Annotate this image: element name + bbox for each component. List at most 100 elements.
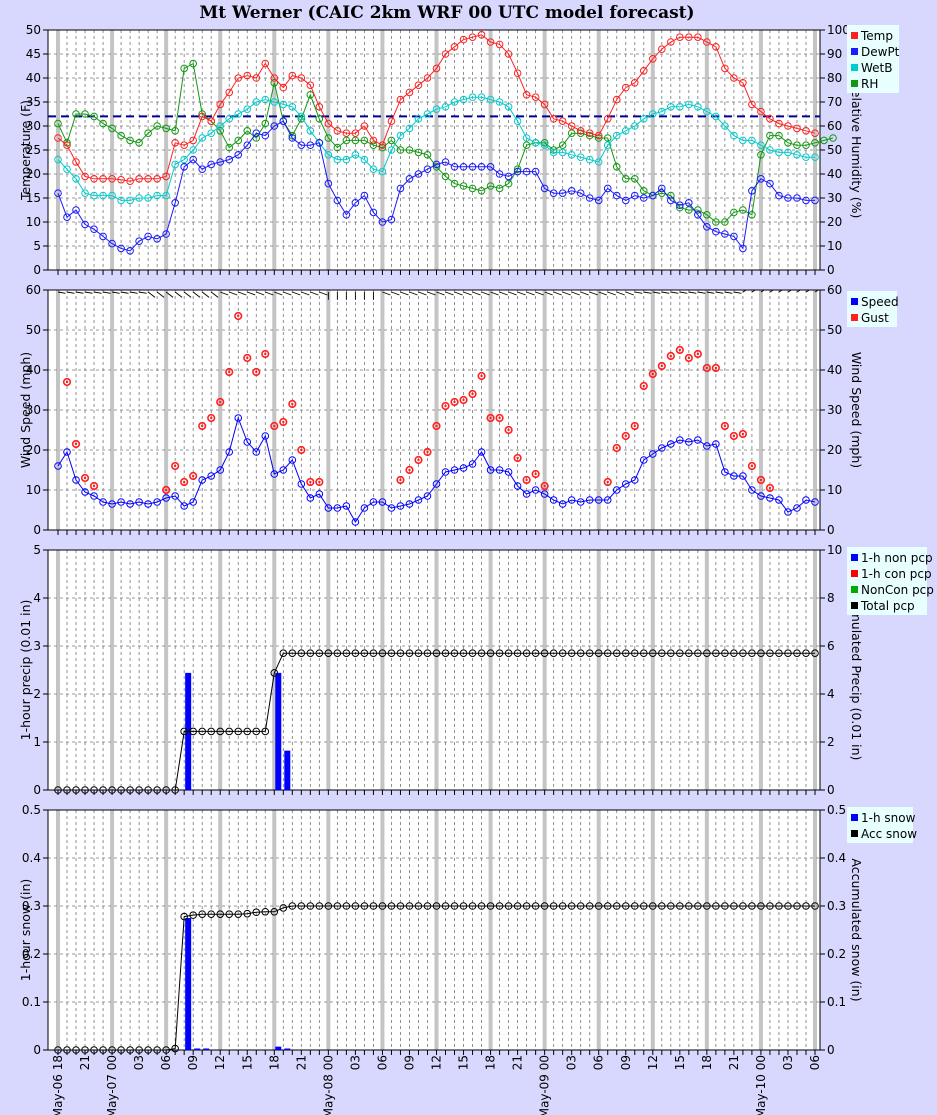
series-acc-snow-point: [531, 902, 540, 910]
six-hour-grid-band: [434, 810, 439, 1050]
series-wetb-point: [504, 103, 513, 111]
series-total-pcp-point: [730, 649, 738, 658]
series-speed-point: [252, 448, 261, 456]
right-tick-label: 10: [827, 483, 842, 497]
left-tick-label: 15: [26, 191, 41, 205]
right-axis-label: Accumulated snow (in): [849, 858, 864, 1001]
series-temp-point: [766, 115, 774, 123]
series-temp-point: [243, 71, 252, 80]
six-hour-grid-band: [434, 550, 439, 790]
series-speed-point: [63, 448, 71, 456]
six-hour-grid-band: [542, 30, 547, 270]
series-gust-point: [89, 481, 99, 491]
legend-label: Acc snow: [861, 827, 917, 841]
series-total-pcp-point: [153, 786, 161, 794]
series-total-pcp-point: [315, 649, 324, 658]
series-wetb-point: [342, 155, 351, 164]
series-gust-dot: [246, 356, 249, 360]
series-dewpt-point: [414, 170, 423, 178]
left-tick-label: 60: [26, 283, 41, 297]
series-total-pcp-point: [703, 649, 711, 658]
series-rh-point: [135, 139, 143, 147]
series-temp-point: [54, 134, 62, 142]
series-wetb-point: [766, 146, 774, 154]
series-rh-point: [234, 136, 243, 145]
series-speed-point: [234, 414, 243, 422]
wind-direction-arrow: [688, 291, 697, 294]
series-rh-point: [585, 131, 594, 140]
series-gust-point: [261, 349, 270, 359]
series-rh-point: [676, 203, 684, 212]
right-tick-label: 60: [827, 119, 842, 133]
series-gust-point: [234, 311, 243, 321]
series-speed-point: [703, 442, 711, 450]
series-gust-dot: [606, 480, 609, 484]
series-wetb-point: [495, 98, 504, 106]
series-rh-point: [351, 136, 360, 145]
series-wetb-point: [802, 153, 810, 161]
six-hour-grid-band: [488, 810, 493, 1050]
series-speed-point: [667, 440, 675, 448]
series-temp-point: [585, 129, 594, 137]
series-speed-point: [423, 492, 432, 500]
series-dewpt-point: [811, 196, 819, 205]
series-gust-point: [252, 367, 261, 377]
plot-frame: [47, 549, 821, 791]
right-axis-label: Wind Speed (mph): [849, 352, 864, 468]
six-hour-grid-band: [380, 810, 385, 1050]
right-tick-label: 2: [827, 735, 835, 749]
wind-direction-arrow: [652, 291, 661, 294]
series-temp-point: [369, 136, 378, 145]
series-temp-point: [657, 45, 666, 54]
series-acc-snow-point: [297, 902, 306, 910]
series-total-pcp-point: [495, 649, 504, 658]
six-hour-grid-band: [813, 30, 817, 270]
series-dewpt-point: [315, 139, 324, 147]
series-dewpt-point: [351, 199, 360, 207]
series-dewpt-point: [576, 189, 585, 197]
series-gust-point: [666, 351, 675, 361]
series-wetb-point: [531, 139, 540, 147]
series-total-pcp-point: [324, 649, 333, 658]
series-total-pcp-point: [198, 727, 206, 736]
right-tick-label: 8: [827, 591, 835, 605]
wind-direction-arrow: [526, 291, 535, 296]
series-rh-point: [117, 131, 125, 140]
series-temp-point: [108, 175, 116, 183]
x-tick-label: 21: [78, 1055, 92, 1070]
series-acc-snow-point: [712, 902, 720, 910]
series-temp-point: [667, 38, 675, 46]
right-tick-label: 0.2: [827, 947, 846, 961]
series-speed-point: [351, 518, 360, 526]
right-tick-label: 20: [827, 443, 842, 457]
six-hour-grid-band: [110, 810, 115, 1050]
series-wetb-point: [72, 175, 80, 183]
plot-frame: [47, 29, 821, 271]
series-gust-point: [180, 477, 189, 487]
left-tick-label: 30: [26, 119, 41, 133]
series-total-pcp-point: [243, 727, 252, 736]
series-dewpt-point: [216, 158, 225, 166]
series-wetb-point: [225, 115, 234, 123]
series-total-pcp-point: [297, 649, 306, 658]
series-wetb-point: [657, 107, 666, 116]
series-dewpt-point: [721, 230, 729, 238]
series-total-pcp-point: [712, 649, 720, 658]
series-speed-point: [459, 464, 468, 472]
series-rh-point: [396, 146, 405, 154]
series-dewpt-point: [567, 187, 576, 195]
series-temp-point: [216, 100, 225, 109]
series-gust-point: [720, 421, 729, 431]
six-hour-grid-band: [272, 30, 277, 270]
series-rh-point: [504, 179, 513, 188]
wind-direction-arrow: [238, 291, 247, 296]
series-dewpt-point: [108, 239, 116, 248]
series-wetb-point: [243, 105, 252, 113]
left-tick-label: 40: [26, 363, 41, 377]
series-total-pcp-point: [811, 649, 819, 658]
series-speed-point: [766, 494, 774, 502]
series-rh-point: [712, 218, 720, 226]
series-gust-point: [630, 421, 639, 431]
wind-direction-arrow: [517, 291, 526, 296]
series-gust-point: [657, 361, 666, 371]
